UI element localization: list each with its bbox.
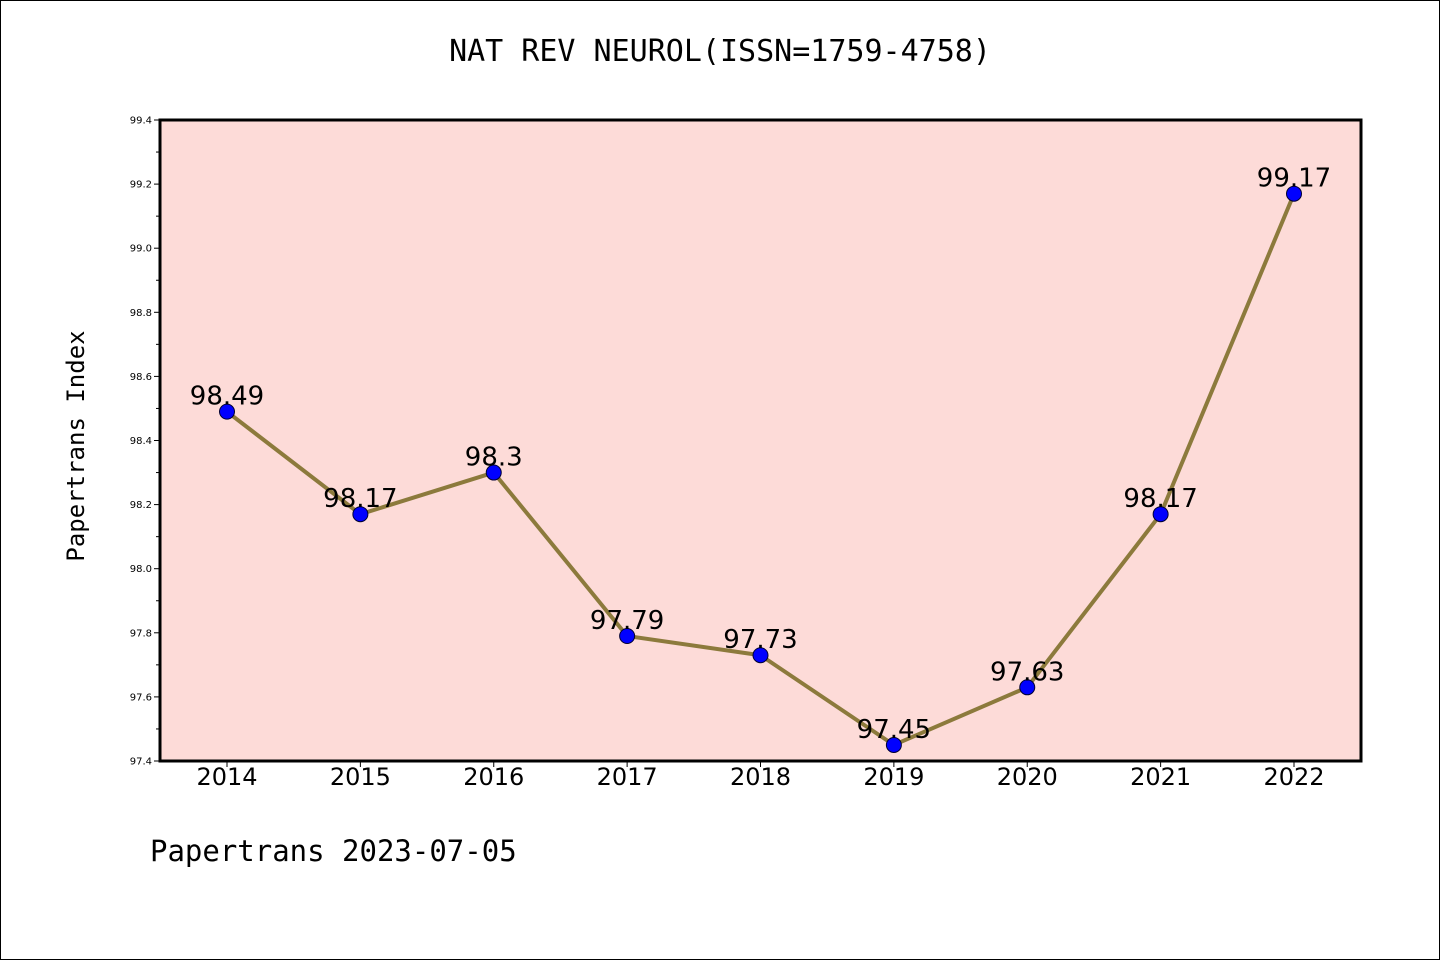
footer-date: Papertrans 2023-07-05 (150, 834, 517, 868)
data-point (619, 628, 636, 645)
data-point (1019, 679, 1036, 696)
y-tick-label: 97.6 (130, 692, 152, 703)
data-label: 97.63 (990, 657, 1064, 687)
chart-title: NAT REV NEUROL(ISSN=1759-4758) (449, 34, 991, 69)
y-tick-label: 98.4 (130, 436, 152, 447)
data-point (885, 736, 902, 753)
data-point (1286, 185, 1302, 202)
x-tick-label: 2022 (1263, 763, 1324, 791)
data-point (219, 403, 235, 420)
x-tick-label: 2015 (330, 763, 391, 791)
data-label: 97.73 (723, 625, 797, 655)
x-tick-label: 2018 (730, 763, 791, 791)
data-markers (219, 185, 1302, 753)
data-point (752, 647, 769, 664)
y-axis: 97.4 97.6 97.8 98.0 98.2 98.4 98.6 98.8 99.0 99.2… (130, 116, 160, 768)
x-tick-label: 2019 (863, 763, 924, 791)
data-label: 98.49 (190, 382, 264, 412)
x-tick-label: 2020 (997, 763, 1058, 791)
y-tick-label: 99.4 (130, 116, 152, 127)
x-tick-label: 2017 (597, 763, 658, 791)
y-tick-label: 98.2 (130, 500, 152, 511)
data-point (1152, 506, 1169, 523)
y-tick-label: 99.2 (130, 180, 152, 191)
y-tick-label: 98.8 (130, 308, 152, 319)
data-label: 97.79 (590, 606, 664, 636)
x-axis: 2014 2015 2016 2017 2018 2019 2020 2021 2022 (196, 761, 1325, 791)
x-tick-label: 2021 (1130, 763, 1191, 791)
data-label: 97.45 (857, 715, 931, 745)
x-tick-label: 2016 (463, 763, 524, 791)
y-tick-label: 98.0 (130, 564, 152, 575)
x-tick-label: 2014 (196, 763, 257, 791)
data-label: 98.17 (323, 484, 397, 514)
plot-area (160, 120, 1361, 761)
data-label: 99.17 (1257, 164, 1331, 194)
y-tick-label: 98.6 (130, 372, 152, 383)
y-tick-label: 97.4 (130, 757, 152, 768)
data-label: 98.3 (465, 443, 523, 473)
plot-border (158, 118, 1363, 763)
data-labels: 98.49 98.17 98.3 97.79 97.73 97.45 97.63 98.17 9… (190, 164, 1331, 745)
data-point (352, 506, 369, 523)
data-label: 98.17 (1123, 484, 1197, 514)
y-tick-label: 99.0 (130, 244, 152, 255)
data-point (485, 464, 502, 481)
y-tick-label: 97.8 (130, 628, 152, 639)
